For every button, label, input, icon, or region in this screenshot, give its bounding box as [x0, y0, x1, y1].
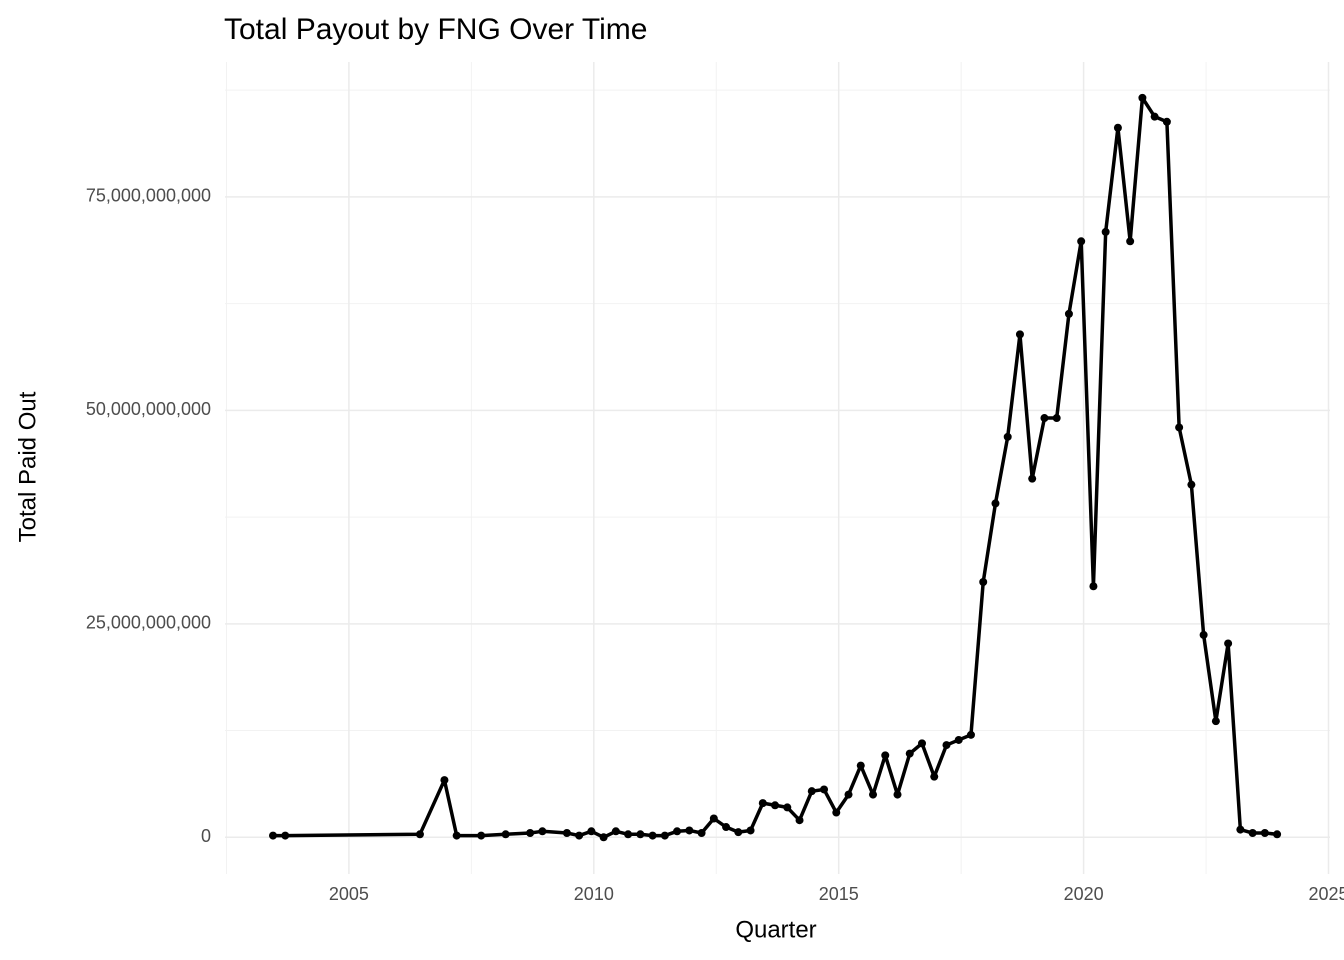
- point: [795, 816, 804, 825]
- x-tick-label: 2020: [1064, 884, 1104, 904]
- point: [611, 827, 620, 836]
- y-tick-label: 0: [201, 826, 211, 846]
- point: [991, 499, 1000, 508]
- point: [1187, 480, 1196, 489]
- line: [273, 96, 1278, 840]
- point: [526, 829, 535, 838]
- point: [856, 761, 865, 770]
- point: [673, 827, 682, 836]
- point: [832, 808, 841, 817]
- x-tick-label: 2005: [329, 884, 369, 904]
- chart-title: Total Payout by FNG Over Time: [224, 13, 647, 46]
- point: [917, 739, 926, 748]
- point: [501, 830, 510, 839]
- point: [697, 829, 706, 838]
- point: [709, 814, 718, 823]
- point: [966, 730, 975, 739]
- point: [1138, 93, 1147, 102]
- point: [722, 823, 731, 832]
- point: [281, 831, 290, 840]
- point: [599, 833, 608, 842]
- point: [1211, 717, 1220, 726]
- point: [562, 829, 571, 838]
- point: [893, 790, 902, 799]
- y-tick-label: 75,000,000,000: [86, 186, 211, 206]
- y-tick-label: 50,000,000,000: [86, 399, 211, 419]
- point: [587, 827, 596, 836]
- point: [1003, 432, 1012, 441]
- point: [440, 776, 449, 785]
- point: [954, 735, 963, 744]
- point: [269, 831, 278, 840]
- x-tick-label: 2010: [574, 884, 614, 904]
- point: [1113, 123, 1122, 132]
- point: [1126, 237, 1135, 246]
- point: [1162, 117, 1171, 126]
- point: [1089, 582, 1098, 591]
- point: [575, 831, 584, 840]
- point: [624, 830, 633, 839]
- point: [1199, 630, 1208, 639]
- point: [1273, 830, 1282, 839]
- point: [758, 799, 767, 808]
- point: [844, 790, 853, 799]
- point: [636, 830, 645, 839]
- point: [660, 831, 669, 840]
- point: [1224, 639, 1233, 648]
- point: [1236, 825, 1245, 834]
- point: [783, 803, 792, 812]
- point: [1040, 414, 1049, 423]
- point: [942, 741, 951, 750]
- point: [1175, 423, 1184, 432]
- point: [1028, 474, 1037, 483]
- point: [1064, 309, 1073, 318]
- point: [881, 751, 890, 760]
- point: [452, 831, 461, 840]
- point: [1101, 227, 1110, 236]
- x-tick-label: 2015: [819, 884, 859, 904]
- point: [930, 772, 939, 781]
- point: [869, 790, 878, 799]
- point: [648, 831, 657, 840]
- point: [979, 577, 988, 586]
- point: [415, 830, 424, 839]
- point: [1052, 414, 1061, 423]
- point: [820, 785, 829, 794]
- x-tick-label: 2025: [1309, 884, 1344, 904]
- point: [771, 801, 780, 810]
- x-axis-label: Quarter: [735, 916, 816, 943]
- point: [1015, 330, 1024, 339]
- point: [1077, 237, 1086, 246]
- point: [1260, 829, 1269, 838]
- point: [1248, 829, 1257, 838]
- point: [685, 826, 694, 835]
- point: [477, 831, 486, 840]
- point: [734, 828, 743, 837]
- y-tick-label: 25,000,000,000: [86, 613, 211, 633]
- point: [538, 827, 547, 836]
- point: [1150, 112, 1159, 121]
- point: [905, 749, 914, 758]
- point: [746, 826, 755, 835]
- y-axis-label: Total Paid Out: [14, 391, 41, 542]
- point: [807, 787, 816, 796]
